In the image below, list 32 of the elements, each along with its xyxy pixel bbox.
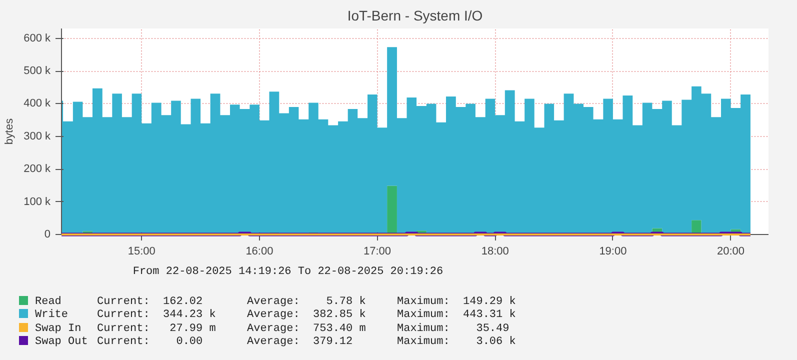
y-tick-label: 500 k (24, 65, 51, 78)
text: Maximum: 35.49 (397, 322, 510, 336)
text: Current: 162.02 (97, 294, 204, 310)
text: Maximum: 149.29 k (397, 294, 517, 309)
legend-label: Swap Out (35, 335, 89, 350)
x-tick-label: 16:00 (246, 246, 274, 258)
text: Average: 382.85 k (247, 308, 367, 324)
x-tick-label: 18:00 (481, 246, 509, 258)
x-tick-label: 15:00 (128, 246, 156, 258)
text: Average: 5.78 k (247, 294, 367, 309)
text: Maximum: 443.31 k (397, 308, 517, 323)
y-tick-label: 400 k (24, 98, 51, 110)
text: Average: 379.12 (247, 335, 354, 350)
y-tick-label: 200 k (24, 163, 51, 176)
legend-label: Read (35, 294, 62, 309)
legend-label: Write (35, 308, 70, 324)
chart-title: IoT-Bern - System I/O (347, 8, 483, 24)
y-tick-label: 100 k (24, 196, 51, 208)
x-tick-label: 17:00 (364, 246, 392, 258)
text: Current: 0.00 (97, 335, 204, 350)
legend-label: Swap In (35, 322, 82, 336)
text: Average: 753.40 m (247, 322, 367, 336)
text: Current: 344.23 k (97, 308, 217, 324)
x-tick-label: 19:00 (599, 246, 627, 258)
text: Current: 27.99 m (97, 322, 217, 336)
y-tick-label: 0 (44, 228, 51, 240)
text: From 22-08-2025 14:19:26 To 22-08-2025 20:19:26 (132, 265, 444, 280)
text: Maximum: 3.06 k (397, 335, 517, 350)
x-tick-label: 20:00 (717, 246, 745, 258)
y-tick-label: 600 k (24, 32, 51, 44)
y-tick-label: 300 k (24, 130, 51, 142)
y-axis-title: bytes (4, 118, 16, 145)
